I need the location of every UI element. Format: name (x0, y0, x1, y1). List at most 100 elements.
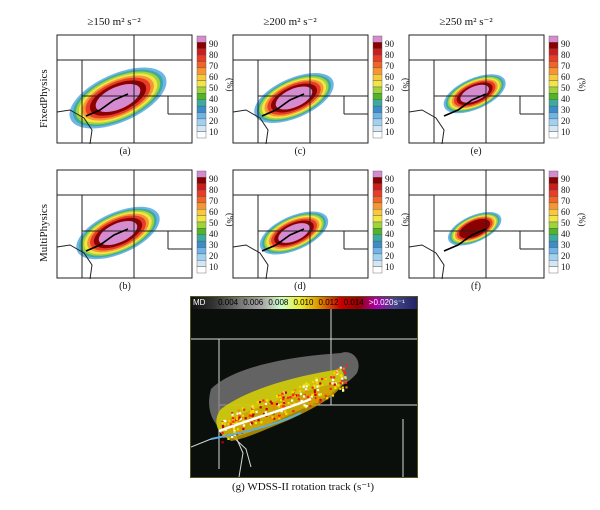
rotation-pixel (281, 392, 284, 395)
colorbar-swatch (372, 266, 383, 274)
rotation-pixel (317, 385, 320, 388)
colorbar-ticks: 90 80 70 60 50 40 30 20 10 (385, 40, 401, 148)
colorbar-tick-label: 60 (209, 72, 218, 82)
column-title-1: ≥150 m² s⁻² (87, 16, 141, 28)
rotation-pixel (316, 388, 320, 392)
rotation-pixel (319, 400, 322, 403)
colorbar-swatch (372, 260, 383, 267)
rotation-pixel (233, 431, 236, 434)
colorbar-ticks: 90 80 70 60 50 40 30 20 10 (209, 175, 225, 283)
rotation-pixel (341, 386, 344, 389)
colorbar-swatch (372, 196, 383, 204)
rotation-pixel (262, 413, 266, 416)
rotation-pixel (314, 398, 317, 401)
rotation-pixel (310, 395, 313, 398)
rotation-pixel (297, 394, 300, 397)
rotation-legend-tick: MD (193, 298, 206, 307)
rotation-pixel (273, 407, 276, 410)
colorbar-swatch (372, 183, 383, 191)
probability-map-4 (232, 169, 383, 280)
rotation-pixel (269, 400, 272, 403)
rotation-track-map (191, 309, 417, 477)
rotation-pixel (284, 400, 287, 403)
rotation-pixel (251, 404, 254, 407)
rotation-pixel (224, 420, 227, 423)
probability-map-0 (56, 34, 207, 145)
colorbar-tick-label: 50 (385, 218, 394, 228)
rotation-pixel (232, 419, 235, 422)
colorbar-tick-label: 20 (385, 251, 394, 261)
rotation-pixel (264, 423, 267, 426)
rotation-pixel (278, 414, 281, 417)
rotation-pixel (264, 404, 267, 407)
rotation-pixel (255, 410, 258, 413)
rotation-pixel (319, 382, 322, 385)
rotation-pixel (339, 382, 342, 385)
probability-map-5 (408, 169, 559, 280)
rotation-pixel (306, 395, 309, 398)
rotation-pixel (344, 377, 347, 380)
colorbar-tick-label: 60 (385, 207, 394, 217)
colorbar-swatch (548, 189, 559, 197)
rotation-pixel (341, 377, 344, 380)
rotation-pixel (271, 416, 274, 419)
colorbar-tick-label: 20 (385, 116, 394, 126)
colorbar-swatch (196, 209, 207, 216)
probability-map-3 (56, 169, 207, 280)
rotation-pixel (229, 423, 232, 426)
rotation-pixel (324, 377, 327, 380)
rotation-pixel (283, 413, 286, 416)
colorbar-tick-label: 20 (209, 116, 218, 126)
rotation-pixel (309, 404, 312, 407)
colorbar-swatch (196, 48, 207, 56)
colorbar-swatch (196, 105, 207, 113)
rotation-legend-tick: 0.012 (318, 298, 339, 307)
colorbar-tick-label: 70 (561, 61, 570, 71)
colorbar-tick-label: 30 (561, 105, 570, 115)
rotation-pixel (289, 396, 292, 399)
colorbar-swatch (548, 253, 559, 261)
colorbar-swatch (548, 177, 559, 184)
colorbar-swatch (372, 125, 383, 132)
colorbar-tick-label: 40 (209, 94, 218, 104)
probability-map-2 (408, 34, 559, 145)
colorbar-swatch (548, 240, 559, 248)
rotation-pixel (231, 413, 234, 416)
rotation-pixel (315, 391, 318, 394)
panel-letter-c: (c) (294, 146, 306, 157)
rotation-pixel (279, 403, 282, 406)
colorbar-swatch (372, 74, 383, 81)
rotation-legend-tick: >0.020 (368, 298, 394, 307)
rotation-pixel (303, 404, 306, 407)
column-title-2: ≥200 m² s⁻² (263, 16, 317, 28)
rotation-pixel (265, 399, 269, 402)
colorbar-swatch (196, 74, 207, 81)
rotation-pixel (264, 402, 267, 406)
rotation-pixel (251, 422, 254, 425)
rotation-pixel (241, 407, 245, 410)
rotation-pixel (279, 405, 283, 408)
colorbar-swatch (372, 202, 383, 210)
colorbar-swatch (372, 118, 383, 126)
bottom-caption: (g) WDSS-II rotation track (s⁻¹) (231, 481, 375, 493)
colorbar-tick-label: 30 (209, 240, 218, 250)
colorbar-swatch (548, 247, 559, 255)
rotation-legend-tick: 0.004 (218, 298, 239, 307)
colorbar-tick-label: 70 (209, 61, 218, 71)
rotation-legend-tick: 0.006 (243, 298, 264, 307)
rotation-pixel (309, 393, 312, 397)
rotation-pixel (272, 402, 275, 405)
rotation-pixel (236, 412, 239, 415)
rotation-pixel (342, 367, 345, 370)
rotation-pixel (324, 394, 327, 397)
observed-track (261, 228, 305, 252)
rotation-pixel (320, 383, 323, 386)
rotation-pixel (252, 406, 255, 410)
rotation-pixel (333, 383, 336, 386)
rotation-pixel (311, 386, 314, 389)
colorbar-tick-label: 70 (385, 61, 394, 71)
rotation-pixel (319, 393, 322, 396)
rotation-legend-tick: 0.008 (268, 298, 289, 307)
colorbar-swatch (372, 209, 383, 216)
colorbar-swatch (372, 35, 383, 43)
